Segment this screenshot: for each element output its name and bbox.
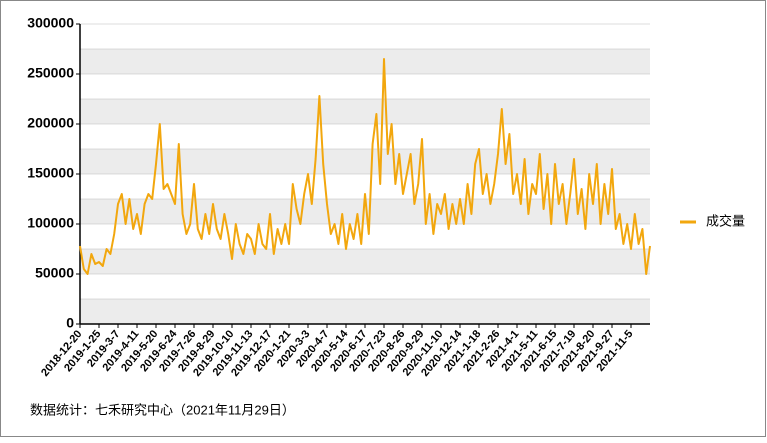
grid-band — [80, 49, 650, 74]
footnote: 数据统计：七禾研究中心（2021年11月29日） — [30, 402, 295, 417]
grid-band — [80, 249, 650, 274]
y-tick-label: 300000 — [27, 15, 74, 31]
legend-label: 成交量 — [706, 213, 745, 228]
grid-band — [80, 299, 650, 324]
series-line — [79, 58, 651, 275]
y-tick-label: 150000 — [27, 165, 74, 181]
y-tick-label: 200000 — [27, 115, 74, 131]
grid-band — [80, 149, 650, 174]
grid-band — [80, 99, 650, 124]
y-tick-label: 50000 — [35, 265, 74, 281]
y-tick-label: 0 — [66, 315, 74, 331]
y-tick-label: 250000 — [27, 65, 74, 81]
y-tick-label: 100000 — [27, 215, 74, 231]
